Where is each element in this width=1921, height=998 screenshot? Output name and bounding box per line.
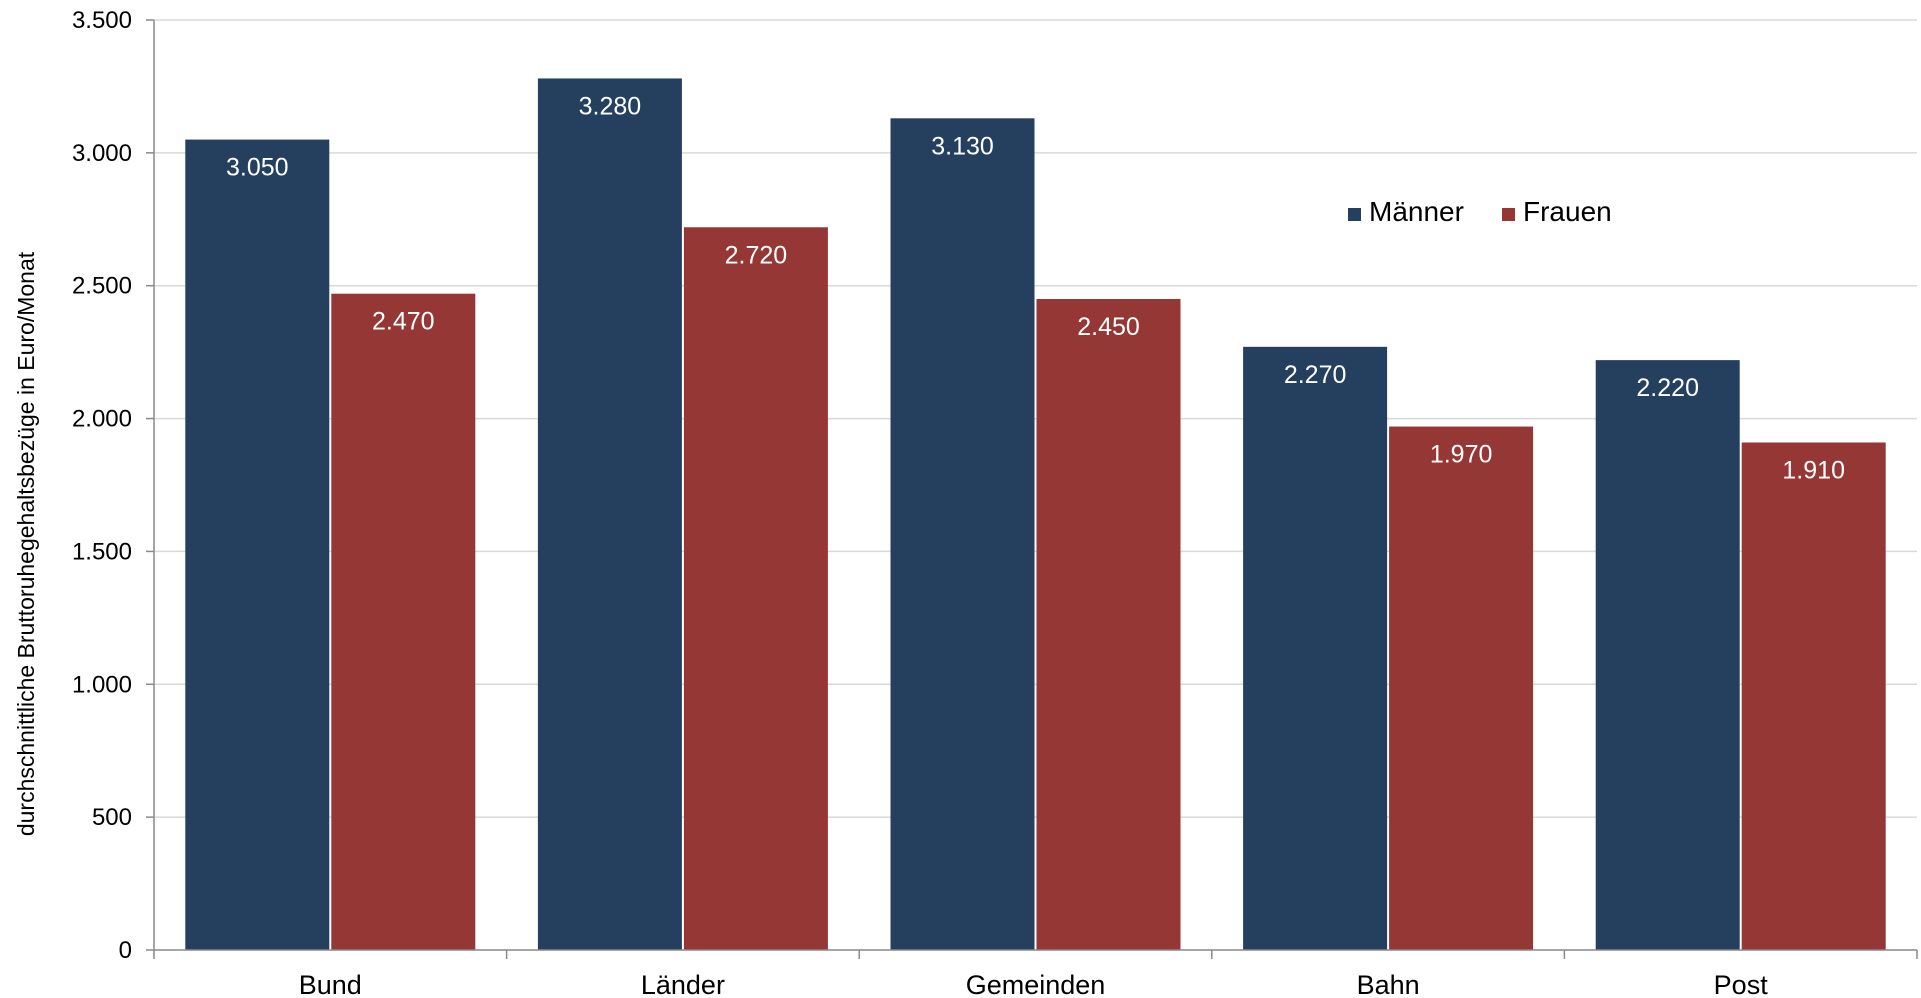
bar-m-nner-gemeinden	[890, 118, 1035, 951]
legend-label: Frauen	[1523, 196, 1612, 227]
bar-frauen-bund	[331, 293, 476, 951]
x-category-label: Länder	[641, 970, 725, 998]
y-tick-label: 2.500	[72, 273, 132, 300]
x-category-label: Gemeinden	[966, 970, 1106, 998]
bar-frauen-post	[1741, 442, 1886, 950]
data-label: 2.270	[1284, 361, 1347, 389]
y-tick-label: 3.000	[72, 140, 132, 167]
bar-frauen-l-nder	[683, 227, 828, 950]
data-label: 3.280	[579, 92, 642, 120]
legend: Männer Frauen	[1348, 196, 1612, 227]
bar-m-nner-post	[1595, 360, 1740, 951]
data-label: 2.450	[1077, 313, 1140, 341]
y-axis-ticks: 0 500 1.000 1.500 2.000 2.500 3.000 3.500	[72, 7, 155, 964]
y-tick-label: 1.500	[72, 538, 132, 565]
data-label: 2.720	[725, 241, 788, 269]
bars: 3.050 2.470 3.280 2.720 3.130 2.450 2.270 1.970…	[185, 78, 1886, 951]
legend-label: Männer	[1369, 196, 1464, 227]
y-tick-label: 500	[92, 804, 132, 831]
y-tick-label: 1.000	[72, 671, 132, 698]
data-label: 3.050	[226, 154, 289, 182]
x-axis: Bund Länder Gemeinden Bahn Post	[153, 949, 1918, 998]
y-axis-title: durchschnittliche Bruttoruhegehaltsbezüg…	[13, 251, 39, 836]
data-label: 2.470	[372, 308, 435, 336]
bar-frauen-gemeinden	[1036, 299, 1181, 950]
data-label: 3.130	[931, 132, 994, 160]
x-category-label: Bahn	[1357, 970, 1420, 998]
data-label: 2.220	[1636, 374, 1699, 402]
data-label: 1.970	[1430, 441, 1493, 469]
data-label: 1.910	[1782, 456, 1845, 484]
bar-m-nner-bahn	[1243, 346, 1388, 950]
bar-m-nner-l-nder	[537, 78, 682, 950]
y-tick-label: 0	[119, 937, 132, 964]
y-tick-label: 3.500	[72, 7, 132, 34]
x-category-label: Bund	[299, 970, 362, 998]
y-tick-label: 2.000	[72, 406, 132, 433]
bar-frauen-bahn	[1389, 426, 1534, 950]
legend-swatch	[1502, 208, 1515, 221]
bar-m-nner-bund	[185, 139, 330, 951]
x-category-label: Post	[1714, 970, 1769, 998]
legend-swatch	[1348, 208, 1361, 221]
